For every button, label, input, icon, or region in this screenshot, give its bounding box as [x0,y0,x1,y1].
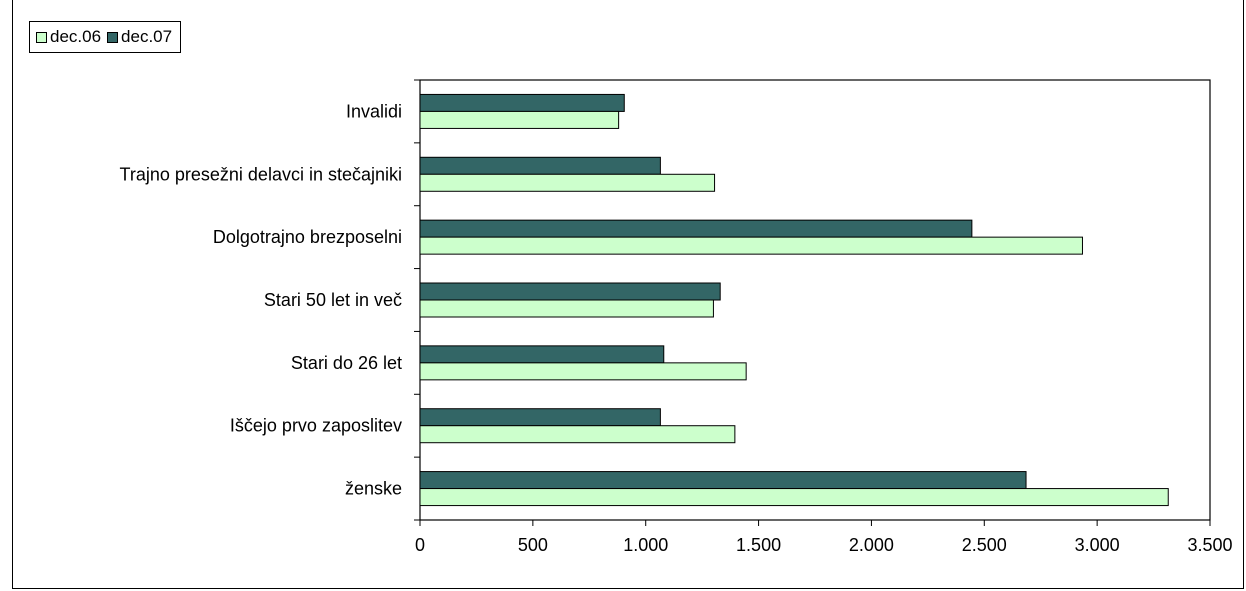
bar-dec06-5 [419,425,736,444]
bar-dec07-3 [419,282,721,301]
legend-label-dec06: dec.06 [50,27,102,46]
legend-item-dec06: dec.06 [36,27,101,47]
x-tick-label-6: 3.000 [1075,535,1120,555]
category-label-0: Invalidi [346,101,402,121]
x-tick-label-1: 500 [518,535,548,555]
x-tick-label-4: 2.000 [849,535,894,555]
bar-dec07-1 [419,156,661,175]
category-label-2: Dolgotrajno brezposelni [213,227,402,247]
ticks-group [414,79,1211,526]
bar-dec06-4 [419,362,747,381]
legend: dec.06 dec.07 [29,21,182,53]
legend-swatch-dec06 [36,31,47,43]
chart-frame [12,0,1244,589]
x-tick-label-5: 2.500 [962,535,1007,555]
bar-dec06-0 [419,110,620,129]
legend-swatch-dec07 [107,31,119,43]
category-label-1: Trajno presežni delavci in stečajniki [120,164,402,184]
category-label-5: Iščejo prvo zaposlitev [230,416,402,436]
bar-dec07-6 [419,471,1027,490]
x-tick-label-3: 1.500 [736,535,781,555]
category-label-4: Stari do 26 let [291,353,402,373]
legend-label-dec07: dec.07 [121,27,173,46]
bar-dec07-0 [419,93,625,112]
x-tick-label-2: 1.000 [623,535,668,555]
bar-dec07-4 [419,345,665,364]
category-label-6: ženske [345,479,402,499]
bar-dec06-1 [419,173,716,192]
legend-item-dec07: dec.07 [107,27,172,47]
category-label-3: Stari 50 let in več [264,290,402,310]
bar-dec07-5 [419,408,661,427]
bar-dec06-3 [419,299,714,318]
labels-group: Invalidi Trajno presežni delavci in steča… [120,101,1233,555]
bar-dec06-2 [419,236,1083,255]
bars-group [419,93,1169,507]
bar-dec07-2 [419,219,973,238]
x-tick-label-7: 3.500 [1187,535,1232,555]
x-tick-label-0: 0 [415,535,425,555]
bar-dec06-6 [419,488,1169,507]
